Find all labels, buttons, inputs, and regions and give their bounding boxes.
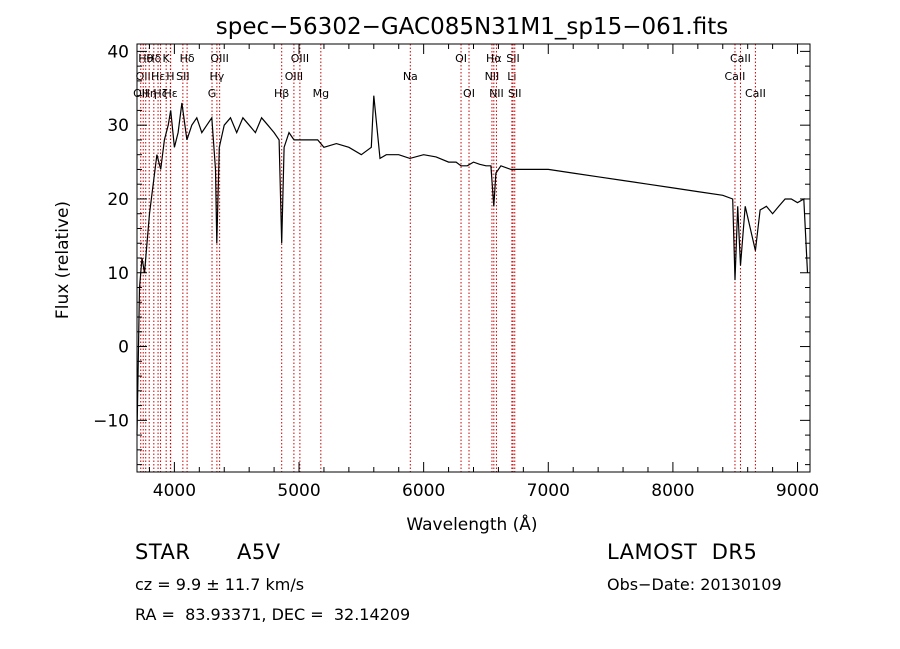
coordinates: RA = 83.93371, DEC = 32.14209	[135, 605, 411, 624]
line-marker-label: SII	[508, 87, 521, 100]
redshift-cz: cz = 9.9 ± 11.7 km/s	[135, 575, 305, 594]
line-marker-label: G	[208, 87, 217, 100]
x-tick-label: 9000	[776, 481, 819, 501]
x-tick-label: 4000	[153, 481, 196, 501]
line-marker-label: Hζ	[153, 87, 167, 100]
x-tick-label: 6000	[402, 481, 445, 501]
y-axis-label: Flux (relative)	[53, 201, 73, 319]
x-tick-label: 8000	[651, 481, 694, 501]
axes: 4000 5000 6000 7000 8000 9000 −10 0 10 20 30 40	[93, 42, 819, 501]
line-marker-label: NII	[485, 70, 500, 83]
line-marker-label: Li	[507, 70, 516, 83]
x-tick-label: 7000	[527, 481, 570, 501]
line-marker-label: K	[163, 52, 171, 65]
y-tick-label: 20	[107, 190, 129, 210]
line-marker-label: CaII	[745, 87, 766, 100]
y-tick-label: 10	[107, 264, 129, 284]
plot-frame	[136, 43, 811, 473]
line-marker-label: Mg	[313, 87, 329, 100]
line-marker-label: Hδ	[146, 52, 161, 65]
line-marker-label: SII	[506, 52, 519, 65]
x-tick-label: 5000	[277, 481, 320, 501]
survey-label: LAMOST DR5	[607, 540, 758, 564]
line-marker-label: Hγ	[209, 70, 224, 83]
line-marker-label: OIII	[291, 52, 309, 65]
object-class: STAR	[135, 540, 191, 564]
y-tick-label: −10	[93, 411, 129, 431]
line-marker-label: Hα	[486, 52, 502, 65]
line-marker-label: Hδ	[180, 52, 195, 65]
line-marker-label: OIII	[210, 52, 228, 65]
object-subclass: A5V	[237, 540, 281, 564]
line-marker-label: Hε	[151, 70, 165, 83]
line-marker-label: OII	[136, 70, 151, 83]
line-marker-label: CaII	[725, 70, 746, 83]
line-marker-label: Hε	[164, 87, 178, 100]
spectrum-line	[136, 95, 809, 436]
line-marker-label: CaII	[730, 52, 751, 65]
line-marker-label: SII	[176, 70, 189, 83]
x-axis-label: Wavelength (Å)	[406, 513, 537, 535]
line-marker-label: OI	[463, 87, 475, 100]
line-marker-label: Hβ	[274, 87, 289, 100]
y-tick-label: 30	[107, 116, 129, 136]
y-tick-label: 0	[118, 338, 129, 358]
chart-title: spec−56302−GAC085N31M1_sp15−061.fits	[216, 14, 728, 40]
line-markers: OIIOIIHθHηHδHεHζKHHεSIIHδGHγOIIIHβOIIIOI…	[133, 44, 766, 472]
line-marker-label: Hη	[142, 87, 157, 100]
observation-date: Obs−Date: 20130109	[607, 575, 782, 594]
line-marker-label: NII	[489, 87, 504, 100]
y-tick-label: 40	[107, 42, 129, 62]
line-marker-label: Na	[403, 70, 418, 83]
line-marker-label: OIII	[285, 70, 303, 83]
line-marker-label: OI	[455, 52, 467, 65]
